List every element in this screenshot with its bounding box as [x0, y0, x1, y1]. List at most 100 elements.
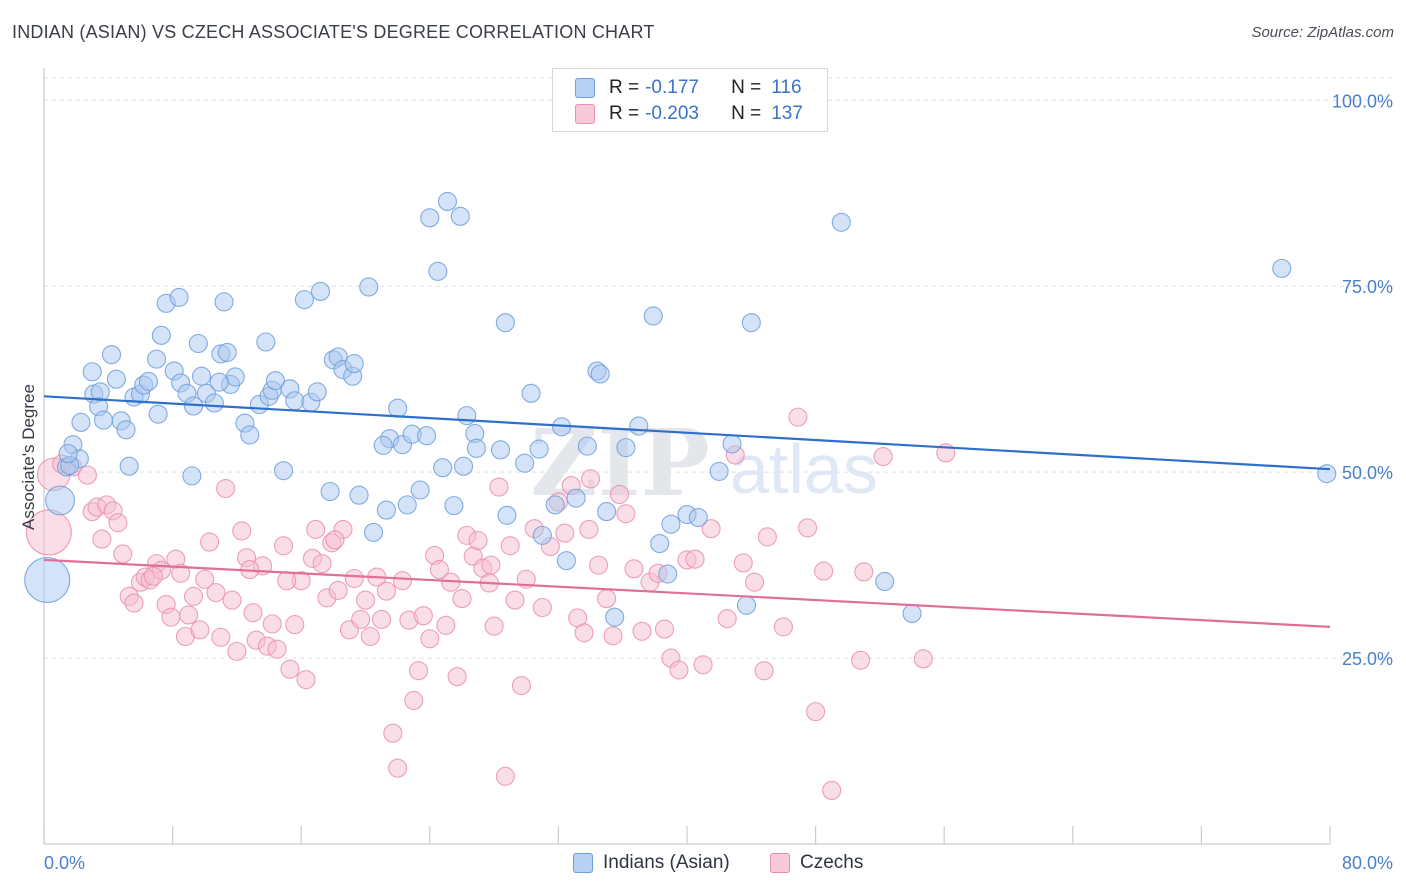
- indians-point: [71, 412, 91, 432]
- indians-point: [376, 500, 396, 520]
- indians-point: [490, 440, 511, 460]
- czechs-point: [376, 581, 396, 601]
- czechs-point: [262, 614, 282, 634]
- indians-point: [590, 364, 610, 384]
- czechs-point: [216, 478, 236, 499]
- czechs-point: [733, 553, 753, 573]
- axes: [43, 68, 1331, 845]
- indians-point: [875, 571, 895, 592]
- indians-point: [428, 261, 448, 281]
- czechs-point: [273, 536, 294, 556]
- czechs-point: [511, 676, 531, 696]
- czechs-point: [420, 629, 440, 649]
- czechs-point: [429, 560, 449, 580]
- czechs-point: [383, 723, 403, 743]
- indians-point: [363, 522, 384, 542]
- y-axis-label: Associate's Degree: [19, 384, 38, 530]
- czechs-points: [25, 407, 956, 801]
- indians-point: [902, 603, 922, 624]
- trend-lines: [43, 395, 1331, 628]
- indians-point: [214, 292, 234, 312]
- czechs-point: [306, 519, 326, 539]
- czechs-point: [484, 616, 504, 636]
- indians-point: [106, 369, 126, 389]
- indians-point: [420, 208, 440, 228]
- czechs-point: [360, 626, 380, 647]
- indians-point: [191, 366, 212, 386]
- legend-row-czechs: R = -0.203 N = 137: [575, 102, 803, 126]
- czechs-point: [616, 504, 636, 524]
- indians-point: [650, 533, 670, 554]
- indians-point: [454, 456, 474, 476]
- legend-n-label: N =: [731, 103, 762, 124]
- czechs-point: [113, 544, 133, 564]
- indians-point: [410, 480, 430, 500]
- indians-point: [515, 453, 535, 473]
- czechs-point: [754, 661, 774, 681]
- legend-r-label: R =: [609, 77, 640, 98]
- czechs-point: [468, 531, 488, 551]
- czechs-point: [452, 589, 472, 609]
- czechs-point: [579, 519, 599, 539]
- czechs-point: [124, 593, 144, 613]
- czechs-point: [408, 661, 429, 681]
- indians-point: [577, 436, 597, 456]
- czechs-point: [822, 780, 842, 801]
- czechs-point: [669, 660, 689, 680]
- indians-point: [736, 595, 757, 615]
- indians-point: [116, 420, 136, 440]
- indians-point: [240, 425, 260, 445]
- legend-n-value: 137: [771, 103, 803, 124]
- czechs-point: [267, 639, 287, 659]
- y-tick-label: 100.0%: [1332, 91, 1393, 111]
- czechs-point: [773, 617, 794, 637]
- indians-point: [388, 398, 408, 418]
- czechs-trend-line: [43, 558, 1331, 628]
- czechs-point: [597, 589, 617, 609]
- indians-point: [616, 438, 636, 458]
- czechs-point: [328, 580, 348, 600]
- czechs-point: [603, 626, 623, 646]
- czechs-point: [404, 690, 424, 711]
- czechs-point: [200, 532, 220, 552]
- indians-point: [605, 607, 625, 627]
- czechs-point: [77, 465, 97, 485]
- indians-point: [597, 502, 617, 522]
- indians-point: [265, 371, 286, 391]
- czechs-point: [873, 446, 893, 467]
- indians-trend-line: [43, 395, 1331, 471]
- czechs-point: [388, 758, 408, 778]
- indians-points: [24, 191, 1337, 627]
- czechs-point: [312, 554, 332, 574]
- czechs-point: [227, 641, 247, 661]
- indians-point: [93, 410, 114, 430]
- indians-point: [532, 525, 552, 545]
- czechs-point: [589, 555, 609, 575]
- indians-point: [146, 349, 167, 369]
- indians-point: [45, 485, 76, 516]
- indians-point: [661, 514, 681, 534]
- czechs-point: [344, 568, 364, 589]
- czechs-point: [854, 562, 874, 582]
- czechs-point: [277, 571, 297, 591]
- legend-r-label: R =: [609, 103, 640, 124]
- indians-point: [629, 416, 649, 436]
- indians-point: [273, 461, 294, 481]
- czechs-point: [532, 597, 552, 618]
- czechs-point: [609, 484, 630, 505]
- indians-point: [658, 564, 678, 584]
- czechs-point: [372, 609, 392, 629]
- indians-point: [359, 277, 379, 297]
- indians-point: [256, 332, 276, 352]
- source-label: Source: ZipAtlas.com: [1251, 24, 1394, 41]
- czechs-point: [436, 615, 456, 635]
- czechs-point: [913, 649, 933, 669]
- czechs-point: [654, 619, 675, 639]
- bottom-legend-swatch-blue: [573, 853, 593, 873]
- indians-point: [344, 354, 364, 374]
- czechs-point: [355, 590, 376, 610]
- indians-point: [204, 393, 224, 413]
- czechs-point: [481, 555, 501, 575]
- czechs-point: [179, 605, 199, 625]
- indians-point: [285, 391, 305, 411]
